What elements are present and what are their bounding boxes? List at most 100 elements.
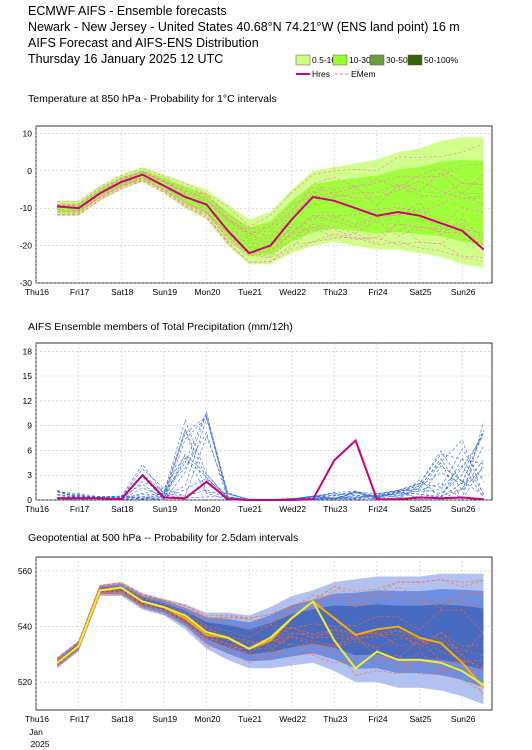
legend-swatch-2 <box>369 54 385 66</box>
series-point <box>312 498 314 500</box>
legend-swatch-1 <box>332 54 348 66</box>
series-point <box>418 496 421 499</box>
series-point <box>163 185 165 187</box>
x-tick-label: Wed22 <box>279 714 306 724</box>
series-point <box>227 230 229 232</box>
series-point <box>291 218 293 221</box>
ensemble-member-line <box>57 591 484 673</box>
legend-swatch-3 <box>407 54 423 66</box>
ensemble-member-line <box>57 593 484 693</box>
chart-title: Temperature at 850 hPa - Probability for… <box>28 93 277 105</box>
y-tick-label: -20 <box>20 241 33 251</box>
series-point <box>482 248 485 250</box>
series-point <box>248 252 250 254</box>
series-point <box>482 684 485 686</box>
ensemble-member-line <box>57 585 484 660</box>
series-point <box>78 207 80 209</box>
series-point <box>227 498 229 500</box>
x-tick-label: Tue21 <box>238 287 262 297</box>
series-point <box>56 662 58 664</box>
series-point <box>355 667 357 669</box>
series-point <box>120 181 122 183</box>
x-tick-label: Thu23 <box>323 287 347 297</box>
series-point <box>440 642 442 644</box>
ensemble-member-line <box>57 175 484 247</box>
series-point <box>99 589 101 591</box>
series-point <box>184 196 186 198</box>
legend-label-3: 50-100% <box>424 55 458 65</box>
series-point <box>291 617 293 619</box>
x-tick-label: Mon20 <box>194 504 220 514</box>
chart-panel-1: AIFS Ensemble members of Total Precipita… <box>23 321 493 514</box>
y-tick-label: 520 <box>18 677 32 687</box>
series-point <box>205 481 208 483</box>
x-tick-label: Mon20 <box>194 287 220 297</box>
series-point <box>482 687 485 689</box>
series-point <box>269 245 271 247</box>
x-tick-label: Fri24 <box>368 504 388 514</box>
series-point <box>141 600 144 603</box>
x-tick-label: Fri17 <box>70 287 90 297</box>
x-tick-label: Sun26 <box>451 287 476 297</box>
series-point <box>120 587 122 589</box>
x-tick-label: Sun26 <box>451 504 476 514</box>
ensemble-member-line <box>57 177 484 258</box>
legend: 0.5-10% 10-30% 30-50% 50-100% Hres EMem <box>295 54 458 79</box>
series-point <box>333 639 335 642</box>
series-point <box>99 192 101 194</box>
series-point <box>312 600 314 603</box>
ensemble-member-line <box>57 435 484 501</box>
x-tick-label: Sat25 <box>409 287 431 297</box>
series-point <box>376 650 378 653</box>
x-tick-label: Sun19 <box>153 714 178 724</box>
x-tick-label: Fri17 <box>70 714 90 724</box>
legend-label-2: 30-50% <box>386 55 416 65</box>
y-tick-label: 9 <box>27 421 32 431</box>
series-point <box>99 497 101 499</box>
x-tick-label: Fri24 <box>368 287 388 297</box>
series-point <box>312 196 314 198</box>
y-tick-label: -30 <box>20 278 33 288</box>
series-point <box>56 205 58 207</box>
series-point <box>120 498 122 500</box>
legend-line-label-0: Hres <box>312 69 330 79</box>
y-tick-label: 560 <box>18 566 32 576</box>
series-point <box>461 496 463 499</box>
x-tick-label: Sat18 <box>111 287 133 297</box>
series-point <box>482 498 485 500</box>
series-point <box>397 625 399 628</box>
series-point <box>440 662 442 664</box>
series-point <box>376 498 378 500</box>
ensemble-member-line <box>57 592 484 667</box>
x-extra-month: Jan <box>29 727 43 737</box>
ensemble-member-line <box>57 589 484 665</box>
legend-line-label-1: EMem <box>351 69 376 79</box>
series-point <box>141 173 144 176</box>
x-tick-label: Fri17 <box>70 504 90 514</box>
x-tick-label: Thu23 <box>323 714 347 724</box>
x-tick-label: Thu16 <box>25 714 49 724</box>
series-point <box>141 474 144 476</box>
series-point <box>440 497 442 499</box>
series-point <box>56 497 58 499</box>
chart-panel-2: Geopotential at 500 hPa -- Probability f… <box>18 532 493 724</box>
legend-swatch-0 <box>295 54 311 66</box>
ensemble-member-line <box>57 171 484 240</box>
x-tick-label: Tue21 <box>238 714 262 724</box>
series-point <box>440 222 442 224</box>
x-tick-label: Tue21 <box>238 504 262 514</box>
series-point <box>355 439 357 442</box>
y-tick-label: 3 <box>27 470 32 480</box>
series-point <box>333 617 335 619</box>
ensemble-member-line <box>57 583 484 659</box>
ensemble-member-line <box>57 453 484 501</box>
x-tick-label: Wed22 <box>279 504 306 514</box>
chart-title: AIFS Ensemble members of Total Precipita… <box>28 321 293 333</box>
series-point <box>355 207 357 209</box>
probability-band <box>57 159 484 257</box>
ensemble-member-line <box>57 579 484 660</box>
series-point <box>205 634 208 636</box>
plot-frame <box>35 342 493 501</box>
legend-label-1: 10-30% <box>349 55 379 65</box>
series-point <box>397 659 399 661</box>
